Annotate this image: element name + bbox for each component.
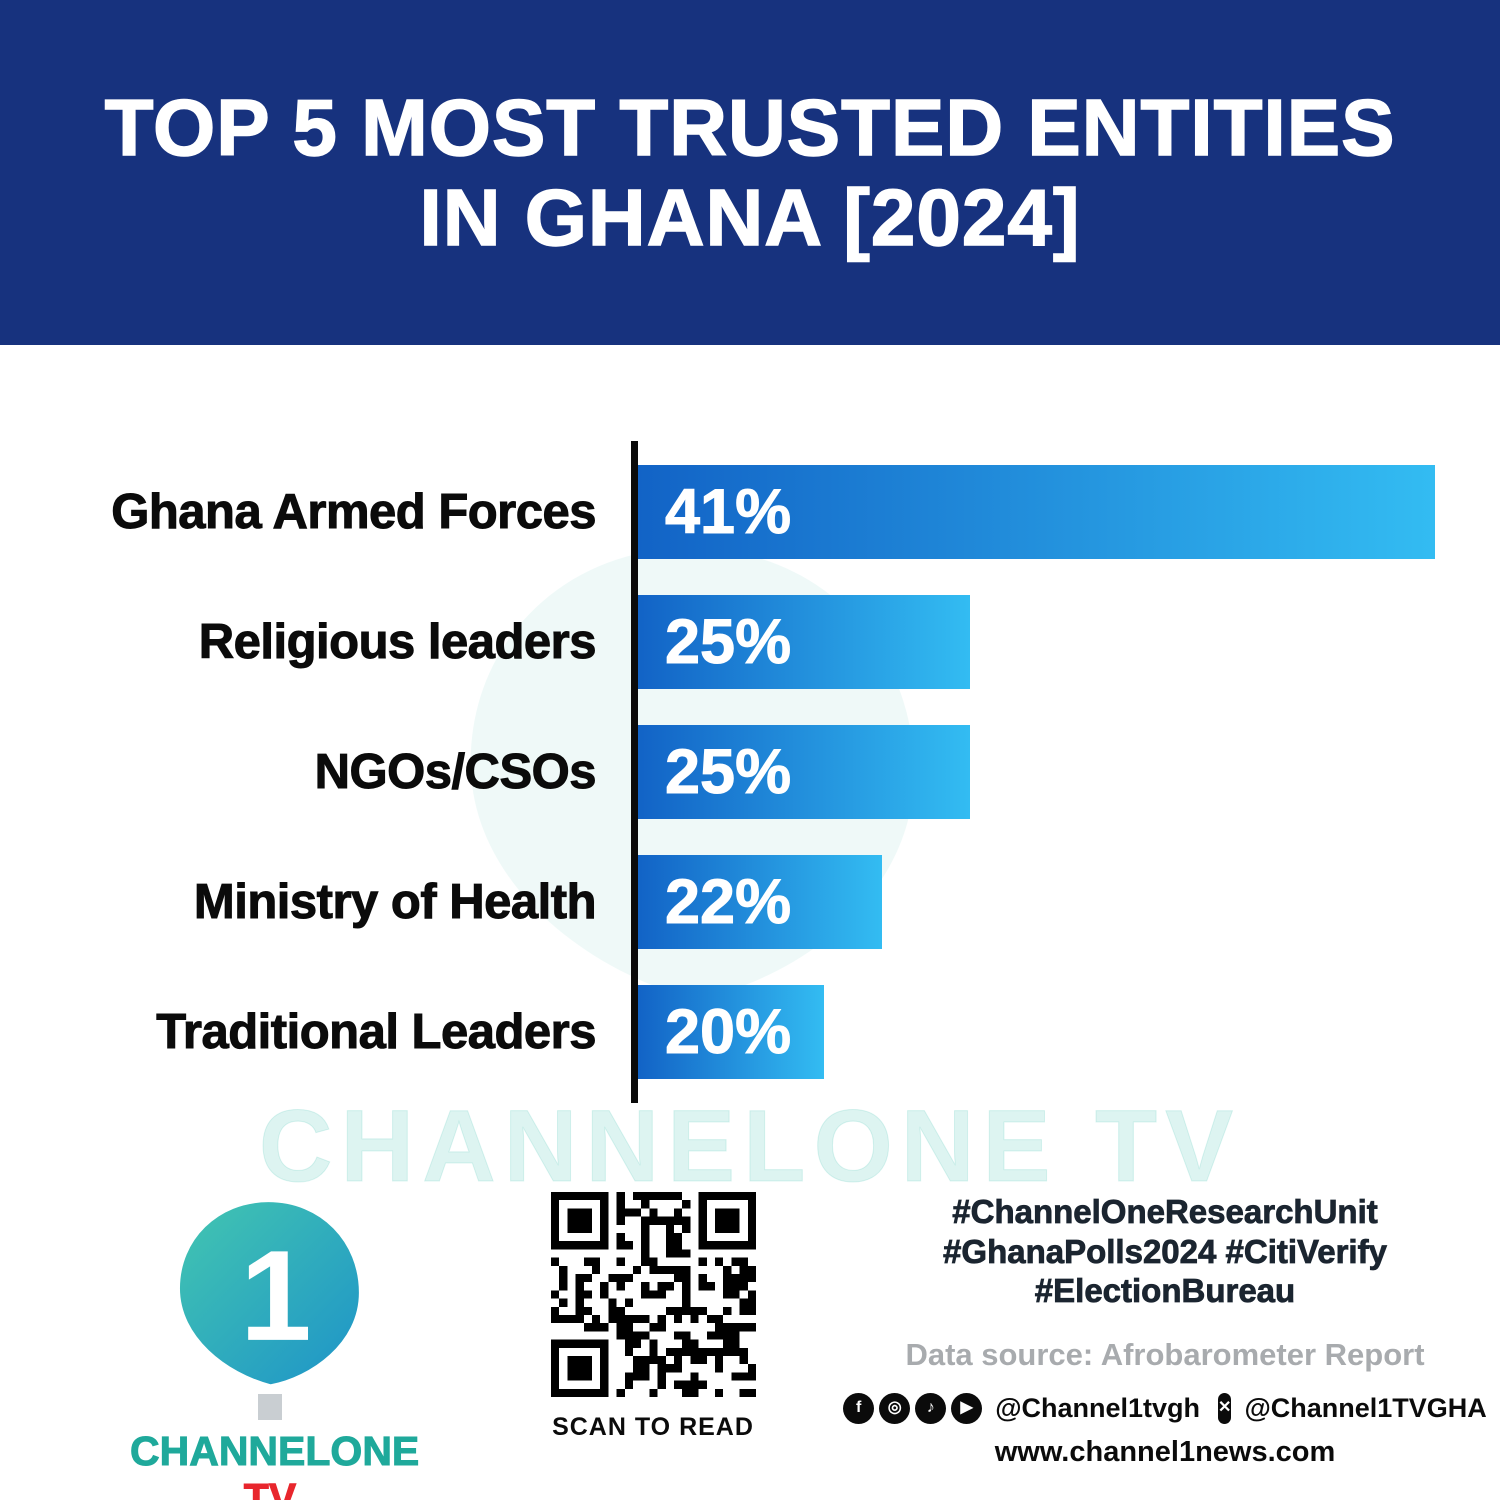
social-icon-group: f ◎ ♪ ▶ bbox=[843, 1392, 983, 1424]
bar-chart: Ghana Armed Forces 41% Religious leaders 25… bbox=[0, 441, 1500, 1103]
social-row: f ◎ ♪ ▶ @Channel1tvgh ✕ @Channel1TVGHA bbox=[843, 1392, 1487, 1424]
logo-numeral: 1 bbox=[240, 1225, 312, 1368]
bar: 20% bbox=[638, 985, 825, 1079]
bar-track: 20% bbox=[638, 985, 1435, 1079]
bar-track: 41% bbox=[638, 465, 1435, 559]
category-label: Ghana Armed Forces bbox=[111, 485, 597, 540]
hashtag-line-1: #ChannelOneResearchUnit bbox=[952, 1193, 1378, 1231]
category-label: Religious leaders bbox=[198, 615, 597, 670]
instagram-icon: ◎ bbox=[879, 1392, 911, 1424]
youtube-icon: ▶ bbox=[951, 1392, 983, 1424]
brand-watermark-text: CHANNELONE TV bbox=[258, 1089, 1242, 1204]
bar-value-label: 25% bbox=[664, 737, 792, 808]
social-handle-x: @Channel1TVGHA bbox=[1244, 1392, 1487, 1423]
hashtag-line-2: #GhanaPolls2024 #CitiVerify bbox=[943, 1232, 1388, 1270]
social-handle-primary: @Channel1tvgh bbox=[995, 1392, 1201, 1423]
logo-stem bbox=[258, 1394, 282, 1420]
brand-tv-text: TV bbox=[243, 1475, 297, 1500]
channel-one-logo: 1 CHANNELONE TV bbox=[129, 1192, 420, 1500]
bar-value-label: 41% bbox=[664, 477, 792, 548]
chart-row: Religious leaders 25% bbox=[0, 577, 1500, 707]
chart-row: NGOs/CSOs 25% bbox=[0, 707, 1500, 837]
website-url: www.channel1news.com bbox=[994, 1435, 1336, 1468]
bar: 25% bbox=[638, 595, 970, 689]
chart-row: Traditional Leaders 20% bbox=[0, 967, 1500, 1097]
footer-info: #ChannelOneResearchUnit #GhanaPolls2024 … bbox=[843, 1192, 1487, 1469]
logo-pick-icon: 1 bbox=[176, 1198, 362, 1388]
chart-row: Ghana Armed Forces 41% bbox=[0, 447, 1500, 577]
x-icon: ✕ bbox=[1218, 1392, 1232, 1424]
category-label: Traditional Leaders bbox=[156, 1005, 597, 1060]
category-label: Ministry of Health bbox=[193, 875, 597, 930]
qr-caption: SCAN TO READ bbox=[552, 1413, 754, 1441]
bar-track: 22% bbox=[638, 855, 1435, 949]
chart-row: Ministry of Health 22% bbox=[0, 837, 1500, 967]
chart-axis-line bbox=[631, 441, 638, 1103]
header-banner: TOP 5 MOST TRUSTED ENTITIES IN GHANA [20… bbox=[0, 0, 1500, 345]
page-title-line-2: IN GHANA [2024] bbox=[419, 172, 1081, 262]
brand-wordmark: CHANNELONE TV bbox=[129, 1428, 419, 1500]
tiktok-icon: ♪ bbox=[915, 1392, 947, 1424]
brand-channelone-text: CHANNELONE bbox=[129, 1428, 420, 1475]
bar-track: 25% bbox=[638, 725, 1435, 819]
hashtags: #ChannelOneResearchUnit #GhanaPolls2024 … bbox=[880, 1192, 1450, 1311]
bar-value-label: 20% bbox=[664, 997, 792, 1068]
bar-value-label: 25% bbox=[664, 607, 792, 678]
bar: 25% bbox=[638, 725, 970, 819]
data-source-note: Data source: Afrobarometer Report bbox=[905, 1336, 1425, 1372]
qr-section: SCAN TO READ bbox=[548, 1192, 758, 1442]
category-label: NGOs/CSOs bbox=[314, 745, 597, 800]
facebook-icon: f bbox=[843, 1392, 875, 1424]
bar: 41% bbox=[638, 465, 1435, 559]
qr-code bbox=[550, 1192, 756, 1397]
page-title-line-1: TOP 5 MOST TRUSTED ENTITIES bbox=[104, 82, 1396, 172]
bar-track: 25% bbox=[638, 595, 1435, 689]
chart-rows: Ghana Armed Forces 41% Religious leaders 25… bbox=[0, 447, 1500, 1097]
bar: 22% bbox=[638, 855, 882, 949]
hashtag-line-3: #ElectionBureau bbox=[1034, 1272, 1296, 1310]
bar-value-label: 22% bbox=[664, 867, 792, 938]
